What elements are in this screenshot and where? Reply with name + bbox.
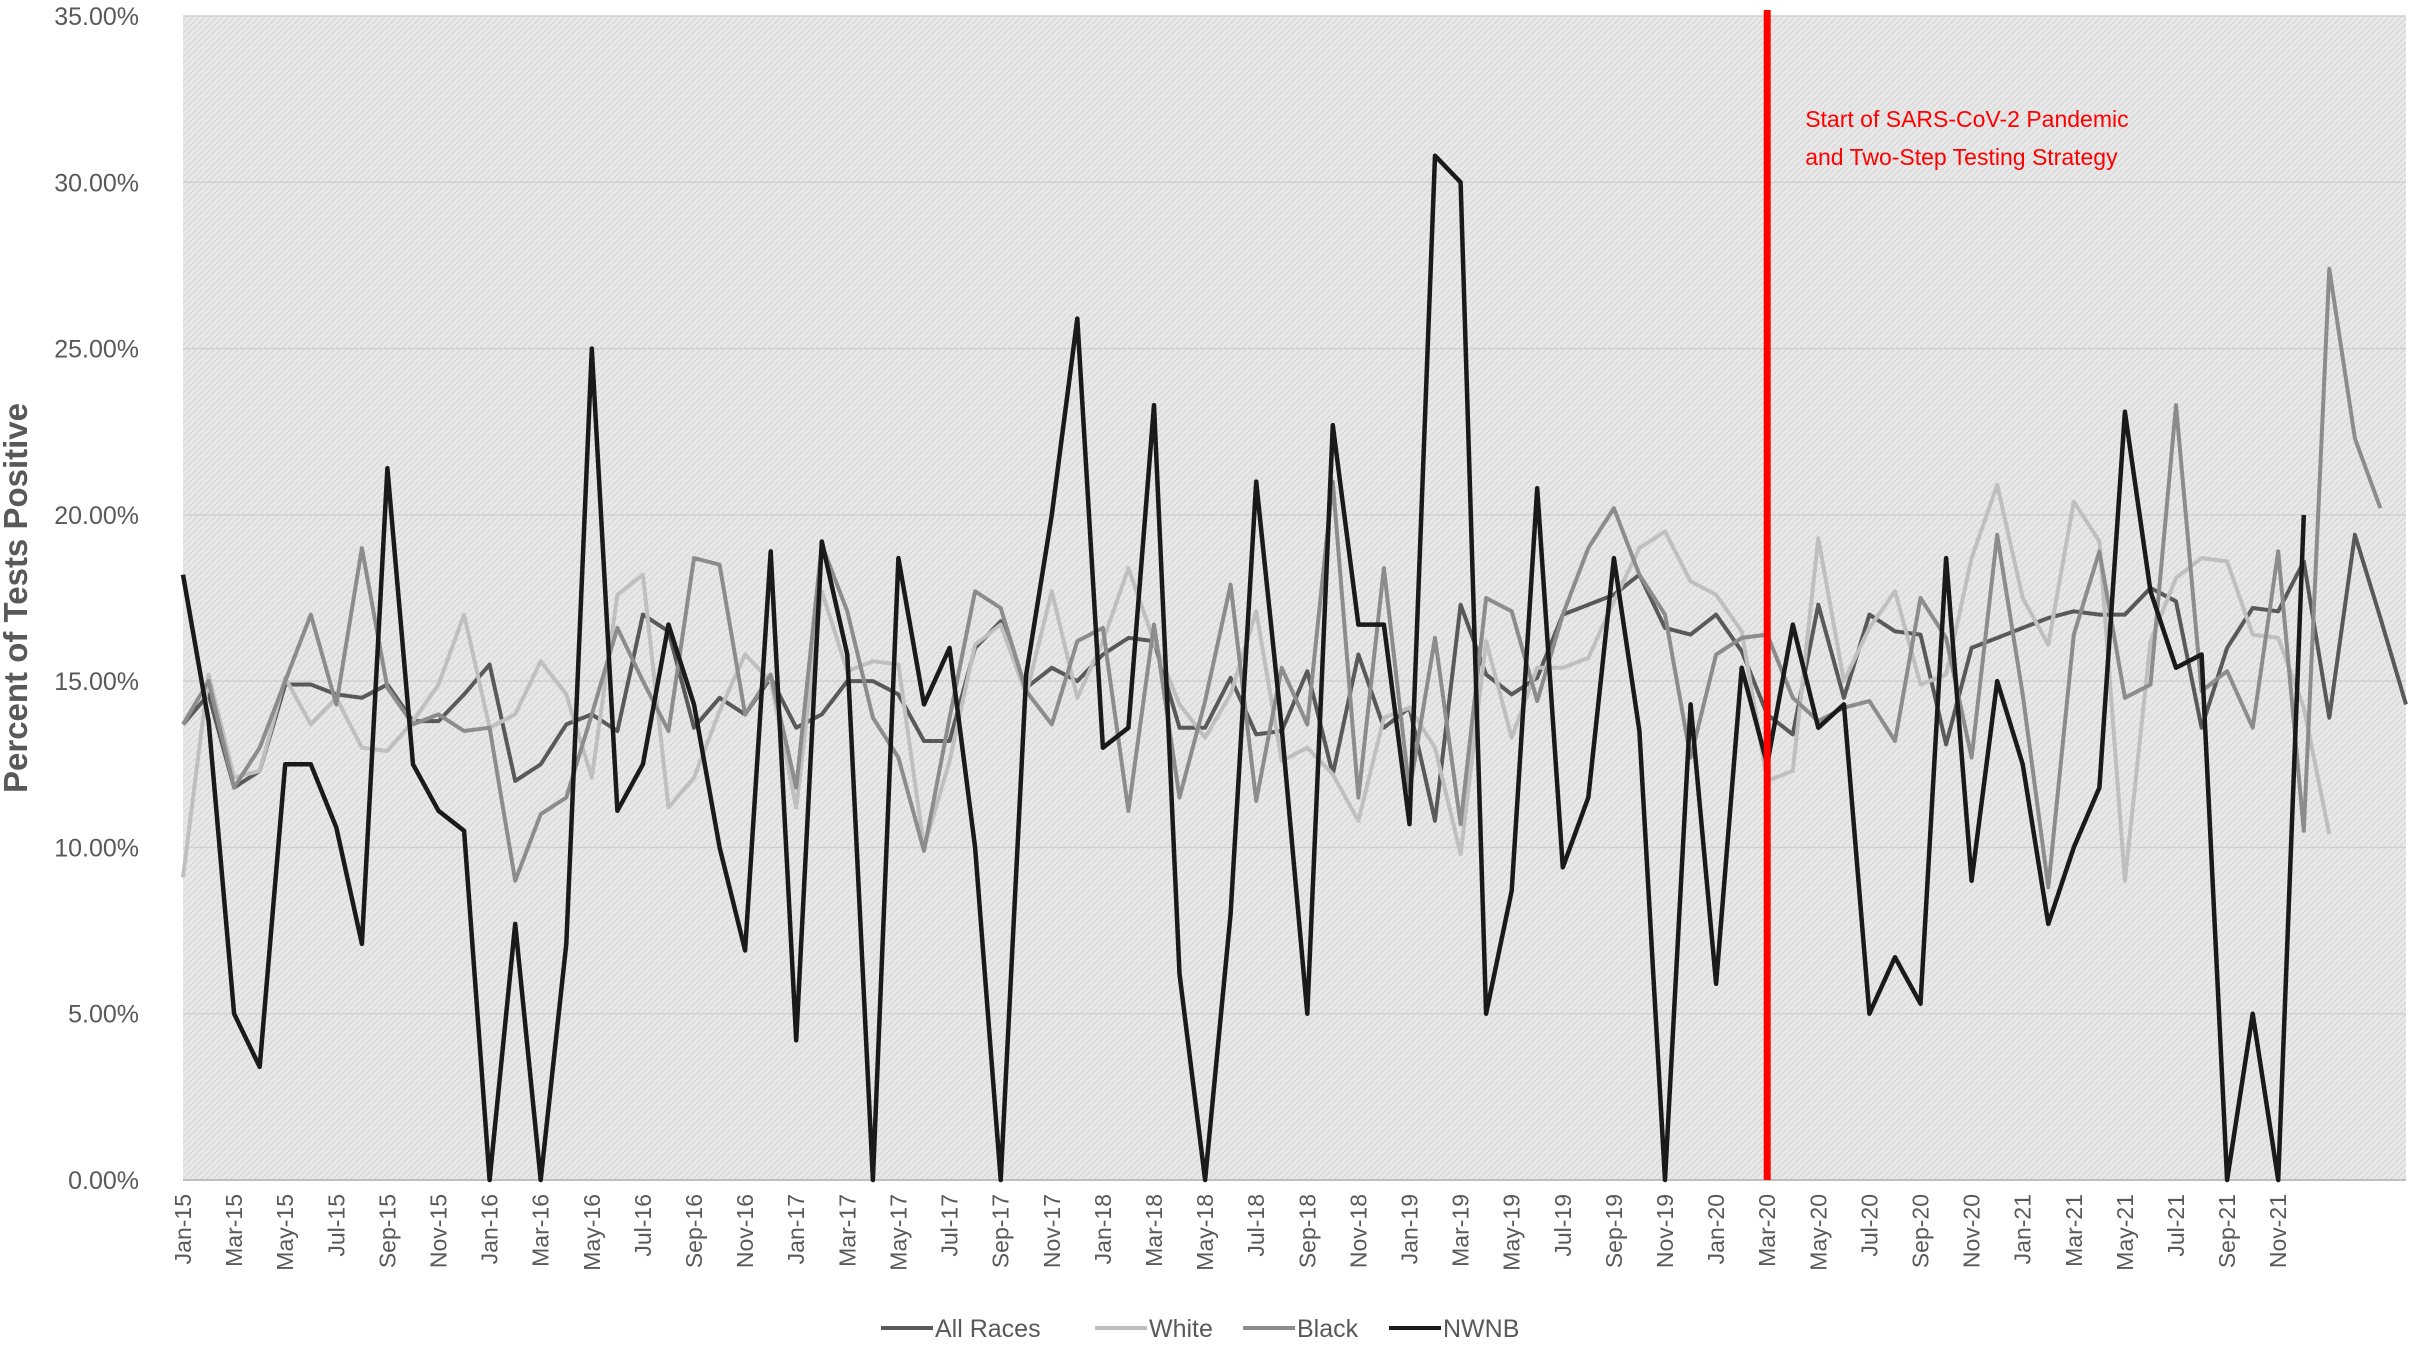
legend: All Races White Black NWNB	[881, 1315, 1519, 1343]
x-tick-label: Jul-15	[323, 1194, 349, 1257]
legend-label-black: Black	[1297, 1315, 1359, 1343]
legend-item-all-races: All Races	[881, 1315, 1041, 1343]
annotation-label-line-1: Start of SARS-CoV-2 Pandemic	[1805, 106, 2128, 132]
legend-item-nwnb: NWNB	[1389, 1315, 1519, 1343]
series-lines	[180, 153, 2408, 1183]
y-tick-label: 20.00%	[54, 502, 139, 530]
y-axis-ticks: 0.00% 5.00% 10.00% 15.00% 20.00% 25.00% 30.00%…	[54, 3, 139, 1195]
legend-label-all-races: All Races	[935, 1315, 1041, 1343]
x-tick-label: Nov-18	[1345, 1194, 1371, 1268]
x-tick-label: Jan-15	[170, 1194, 196, 1264]
x-axis-ticks: Jan-15 Mar-15 May-15 Jul-15 Sep-15 Nov-15 Jan-…	[170, 1194, 2291, 1271]
x-tick-label: Sep-20	[1908, 1194, 1934, 1268]
series-line-black	[181, 266, 2383, 890]
x-tick-label: May-21	[2112, 1194, 2138, 1271]
y-tick-label: 35.00%	[54, 3, 139, 31]
x-tick-label: Jul-21	[2163, 1194, 2189, 1257]
x-tick-label: May-16	[579, 1194, 605, 1271]
x-tick-label: May-20	[1805, 1194, 1831, 1271]
x-tick-label: Jan-20	[1703, 1194, 1729, 1264]
x-tick-label: Jul-18	[1243, 1194, 1269, 1257]
x-tick-label: Jan-16	[477, 1194, 503, 1264]
legend-item-white: White	[1095, 1315, 1213, 1343]
x-tick-label: Jan-19	[1396, 1194, 1422, 1264]
x-tick-label: Nov-16	[732, 1194, 758, 1268]
y-tick-label: 25.00%	[54, 336, 139, 364]
x-tick-label: Nov-19	[1652, 1194, 1678, 1268]
x-tick-label: Mar-15	[221, 1194, 247, 1267]
x-tick-label: Nov-20	[1959, 1194, 1985, 1268]
x-tick-label: May-19	[1499, 1194, 1525, 1271]
x-tick-label: Sep-19	[1601, 1194, 1627, 1268]
x-tick-label: Jan-17	[783, 1194, 809, 1264]
y-tick-label: 15.00%	[54, 668, 139, 696]
x-tick-label: Jul-16	[630, 1194, 656, 1257]
x-tick-label: Mar-21	[2061, 1194, 2087, 1267]
legend-item-black: Black	[1243, 1315, 1359, 1343]
legend-label-white: White	[1149, 1315, 1213, 1343]
y-axis-label: Percent of Tests Positive	[0, 403, 34, 793]
x-tick-label: Sep-16	[681, 1194, 707, 1268]
x-tick-label: Mar-16	[528, 1194, 554, 1267]
x-tick-label: Mar-17	[834, 1194, 860, 1267]
x-tick-label: Sep-15	[374, 1194, 400, 1268]
series-line-nwnb	[180, 153, 2307, 1183]
x-tick-label: Mar-18	[1141, 1194, 1167, 1267]
x-tick-label: Jul-20	[1856, 1194, 1882, 1257]
x-tick-label: May-17	[885, 1194, 911, 1271]
x-tick-label: May-18	[1192, 1194, 1218, 1271]
x-tick-label: Nov-15	[426, 1194, 452, 1268]
x-tick-label: Nov-17	[1039, 1194, 1065, 1268]
x-tick-label: Mar-20	[1754, 1194, 1780, 1267]
plot-area	[183, 16, 2406, 1180]
annotation-label-line-2: and Two-Step Testing Strategy	[1805, 144, 2118, 170]
gridlines	[183, 15, 2406, 1181]
x-tick-label: Nov-21	[2265, 1194, 2291, 1268]
y-tick-label: 10.00%	[54, 834, 139, 862]
x-tick-label: May-15	[272, 1194, 298, 1271]
annotation: Start of SARS-CoV-2 Pandemic and Two-Ste…	[1763, 10, 2129, 1180]
x-tick-label: Sep-17	[988, 1194, 1014, 1268]
x-tick-label: Mar-19	[1448, 1194, 1474, 1267]
x-tick-label: Jan-18	[1090, 1194, 1116, 1264]
y-tick-label: 5.00%	[68, 1001, 139, 1029]
x-tick-label: Jul-17	[937, 1194, 963, 1257]
x-tick-label: Sep-21	[2214, 1194, 2240, 1268]
x-tick-label: Jul-19	[1550, 1194, 1576, 1257]
y-tick-label: 0.00%	[68, 1167, 139, 1195]
y-tick-label: 30.00%	[54, 169, 139, 197]
legend-label-nwnb: NWNB	[1443, 1315, 1519, 1343]
x-tick-label: Jan-21	[2010, 1194, 2036, 1264]
x-tick-label: Sep-18	[1294, 1194, 1320, 1268]
series-line-white	[181, 482, 2332, 883]
